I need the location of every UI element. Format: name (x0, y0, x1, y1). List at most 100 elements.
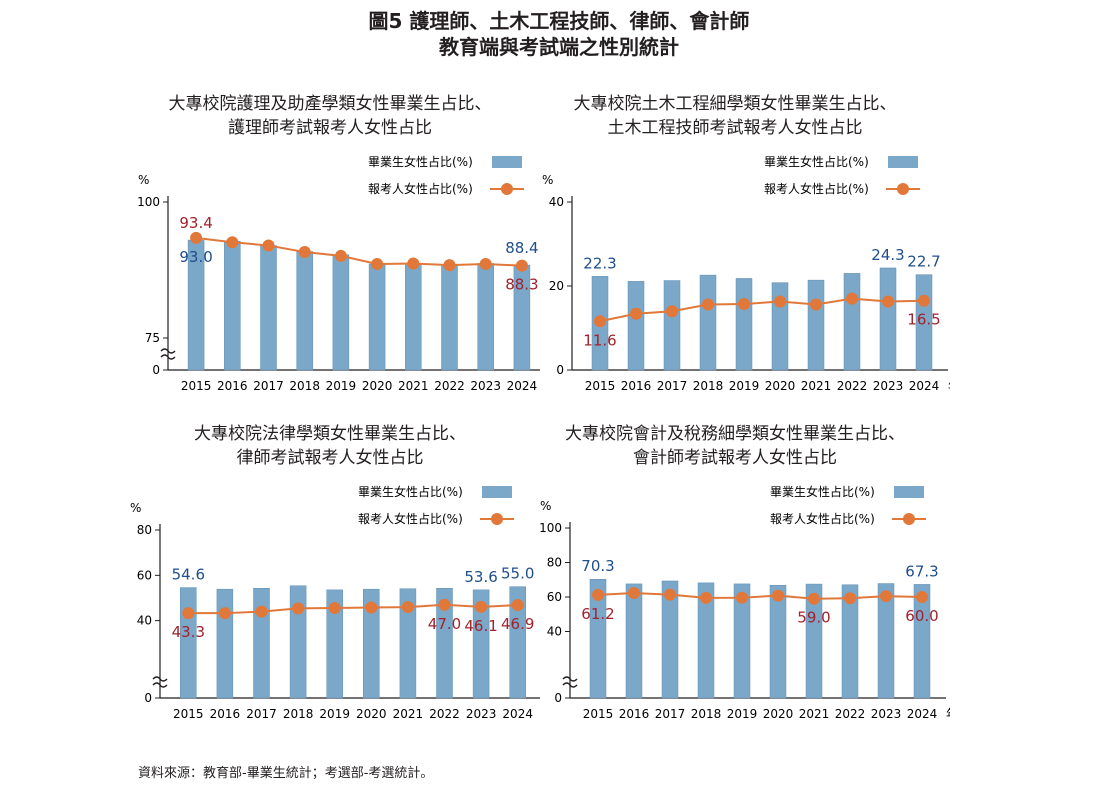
legend-label-line: 報考人女性占比(%) (764, 181, 869, 196)
bar-2016 (224, 240, 241, 371)
line-point-2017 (255, 605, 268, 618)
bar-2017 (663, 280, 681, 371)
line-point-2016 (630, 307, 642, 320)
line-point-2023 (475, 600, 488, 613)
y-tick-label: 0 (556, 363, 564, 377)
x-tick-label: 2022 (837, 379, 868, 393)
x-tick-label: 2024 (909, 379, 940, 393)
line-point-2020 (774, 295, 786, 308)
x-tick-label: 2021 (398, 379, 429, 393)
x-tick-label: 2016 (217, 379, 248, 393)
legend-label-bar: 畢業生女性占比(%) (368, 154, 473, 169)
x-tick-label: 2020 (362, 379, 393, 393)
chart-title: 大專校院土木工程細學類女性畢業生占比、 土木工程技師考試報考人女性占比 (520, 92, 950, 140)
bar-2024 (913, 584, 931, 699)
y-tick-label: 60 (137, 568, 152, 582)
bar-2022 (441, 264, 458, 371)
bar-2019 (735, 278, 753, 371)
line-point-2018 (298, 246, 311, 259)
x-tick-label: 2018 (283, 707, 314, 721)
line-point-2018 (700, 591, 712, 604)
x-tick-label: 2018 (693, 379, 724, 393)
x-tick-label: 2015 (585, 379, 616, 393)
line-point-2016 (628, 587, 640, 600)
x-tick-label: 2021 (801, 379, 832, 393)
x-tick-label: 2023 (871, 707, 902, 721)
chart-panel-law: 大專校院法律學類女性畢業生占比、 律師考試報考人女性占比 畢業生女性占比(%) 報… (120, 422, 540, 732)
bar-2021 (805, 583, 823, 699)
bar-2024 (509, 586, 526, 699)
x-tick-label: 2016 (621, 379, 652, 393)
legend-label-line: 報考人女性占比(%) (770, 511, 875, 526)
x-unit-label: 年 (946, 707, 950, 721)
x-tick-label: 2021 (393, 707, 424, 721)
line-point-2020 (371, 258, 384, 271)
line-point-2023 (882, 295, 894, 308)
chart-title: 大專校院護理及助產學類女性畢業生占比、 護理師考試報考人女性占比 (120, 92, 540, 140)
line-point-2019 (334, 249, 347, 262)
legend-label-bar: 畢業生女性占比(%) (770, 484, 875, 499)
line-point-2015 (594, 315, 606, 328)
bar-2021 (807, 279, 825, 371)
line-point-2018 (702, 298, 714, 311)
x-tick-label: 2023 (873, 379, 904, 393)
chart-svg: 畢業生女性占比(%) 報考人女性占比(%)% 0 40 60 80 2015 2016 2017… (130, 484, 540, 721)
chart-title-line2: 會計師考試報考人女性占比 (633, 448, 837, 468)
y-tick-label: 80 (547, 556, 562, 570)
chart-panel-accounting: 大專校院會計及稅務細學類女性畢業生占比、 會計師考試報考人女性占比 畢業生女性占… (520, 422, 950, 732)
bar-data-label: 53.6 (464, 568, 497, 586)
bar-data-label: 22.3 (583, 254, 616, 272)
bar-data-label: 70.3 (581, 557, 614, 575)
bar-2017 (260, 245, 277, 371)
line-point-2023 (880, 590, 892, 603)
y-tick-label: 0 (554, 691, 562, 705)
y-unit-label: % (542, 173, 553, 187)
x-tick-label: 2024 (507, 379, 538, 393)
legend-swatch-bar (482, 486, 512, 498)
line-point-2024 (515, 259, 528, 272)
line-point-2016 (218, 607, 231, 620)
bar-2016 (627, 281, 645, 371)
legend-label-line: 報考人女性占比(%) (368, 181, 473, 196)
x-tick-label: 2019 (319, 707, 350, 721)
line-data-label: 16.5 (907, 311, 940, 329)
bar-2016 (216, 588, 234, 699)
bar-2023 (472, 589, 490, 699)
y-tick-label: 60 (547, 590, 562, 604)
bar-2022 (841, 584, 859, 699)
line-point-2020 (772, 589, 784, 602)
line-point-2021 (808, 592, 820, 605)
bar-2020 (769, 585, 787, 699)
legend-swatch-bar (492, 156, 522, 168)
series-line (599, 297, 925, 323)
x-tick-label: 2017 (253, 379, 284, 393)
line-data-label: 46.9 (501, 615, 534, 633)
x-tick-label: 2024 (502, 707, 533, 721)
series-line (188, 603, 518, 615)
chart-title-line2: 土木工程技師考試報考人女性占比 (607, 118, 863, 138)
x-tick-label: 2015 (181, 379, 212, 393)
bar-2018 (296, 251, 313, 371)
x-tick-label: 2016 (210, 707, 241, 721)
line-data-label: 60.0 (905, 607, 938, 625)
chart-title-line1: 大專校院土木工程細學類女性畢業生占比、 (573, 94, 897, 114)
y-tick-label: 80 (137, 523, 152, 537)
line-point-2022 (443, 259, 456, 272)
bar-2019 (332, 254, 350, 371)
x-unit-label: 年 (948, 379, 950, 393)
y-unit-label: % (130, 501, 141, 515)
x-tick-label: 2021 (799, 707, 830, 721)
line-data-label: 47.0 (428, 615, 461, 633)
chart-title-line1: 大專校院護理及助產學類女性畢業生占比、 (168, 94, 492, 114)
x-tick-label: 2015 (173, 707, 204, 721)
bar-data-label: 55.0 (501, 565, 534, 583)
bar-data-label: 24.3 (871, 246, 904, 264)
bar-2017 (661, 580, 679, 699)
x-tick-label: 2022 (429, 707, 460, 721)
legend-swatch-marker (903, 513, 915, 525)
chart-title-line2: 律師考試報考人女性占比 (236, 448, 424, 468)
chart-panel-civil-engineering: 大專校院土木工程細學類女性畢業生占比、 土木工程技師考試報考人女性占比 畢業生女… (520, 92, 950, 402)
series-line (597, 592, 923, 600)
bar-data-label: 88.4 (505, 239, 538, 257)
line-point-2016 (226, 236, 239, 249)
